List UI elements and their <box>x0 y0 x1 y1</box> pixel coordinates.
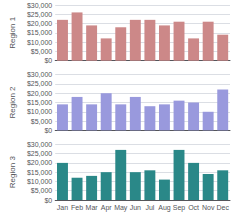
svg-text:Jun: Jun <box>130 204 141 211</box>
svg-text:Apr: Apr <box>101 204 113 212</box>
svg-text:Dec: Dec <box>216 204 229 211</box>
svg-text:$20,000: $20,000 <box>27 159 52 166</box>
svg-text:$15,000: $15,000 <box>27 29 52 36</box>
svg-text:May: May <box>114 204 128 212</box>
svg-text:Feb: Feb <box>71 204 83 211</box>
svg-text:$30,000: $30,000 <box>27 141 52 148</box>
svg-text:$30,000: $30,000 <box>27 71 52 78</box>
svg-text:Jan: Jan <box>57 204 68 211</box>
svg-text:Aug: Aug <box>158 204 171 212</box>
svg-text:Region 2: Region 2 <box>8 86 17 119</box>
svg-text:$15,000: $15,000 <box>27 99 52 106</box>
svg-text:$25,000: $25,000 <box>27 11 52 18</box>
svg-text:$10,000: $10,000 <box>27 108 52 115</box>
svg-text:Sep: Sep <box>173 204 186 212</box>
svg-text:$10,000: $10,000 <box>27 178 52 185</box>
svg-text:Mar: Mar <box>86 204 99 211</box>
svg-text:$0: $0 <box>44 127 52 134</box>
svg-text:Jul: Jul <box>145 204 154 211</box>
svg-text:Oct: Oct <box>188 204 199 211</box>
svg-text:$5,000: $5,000 <box>31 118 53 125</box>
svg-text:$25,000: $25,000 <box>27 80 52 87</box>
svg-text:Region 3: Region 3 <box>8 156 17 189</box>
svg-text:$5,000: $5,000 <box>31 48 53 55</box>
svg-text:$10,000: $10,000 <box>27 39 52 46</box>
svg-text:$15,000: $15,000 <box>27 169 52 176</box>
svg-text:$0: $0 <box>44 197 52 204</box>
svg-text:Nov: Nov <box>202 204 215 211</box>
svg-text:$30,000: $30,000 <box>27 2 52 9</box>
svg-text:$20,000: $20,000 <box>27 20 52 27</box>
svg-text:$5,000: $5,000 <box>31 187 53 194</box>
svg-text:$25,000: $25,000 <box>27 150 52 157</box>
svg-text:Region 1: Region 1 <box>8 16 17 49</box>
svg-text:$20,000: $20,000 <box>27 90 52 97</box>
svg-text:$0: $0 <box>44 57 52 64</box>
